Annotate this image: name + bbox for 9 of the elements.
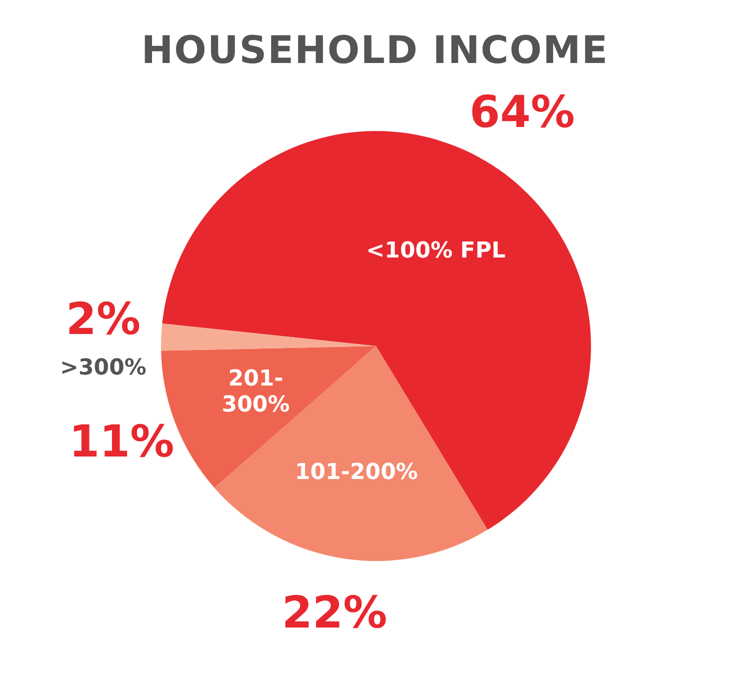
- data-label: 11%: [68, 416, 174, 468]
- data-label: 22%: [282, 587, 388, 638]
- slice-label: >300%: [60, 355, 146, 380]
- slice-label: 201-300%: [222, 366, 290, 418]
- chart-title: HOUSEHOLD INCOME: [140, 28, 610, 72]
- data-label: 2%: [66, 294, 141, 346]
- slice-label: <100% FPL: [366, 238, 506, 264]
- slice-label: 101-200%: [294, 460, 418, 486]
- data-label: 64%: [469, 86, 575, 138]
